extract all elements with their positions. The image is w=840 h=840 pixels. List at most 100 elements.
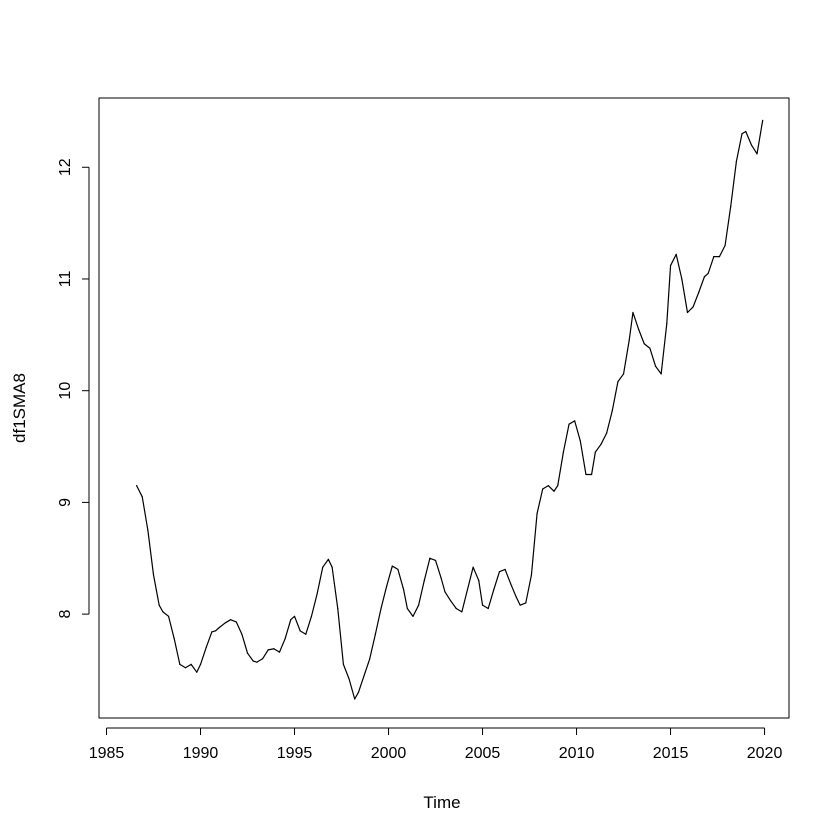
y-axis: 8 9 10 11 12 (57, 158, 90, 619)
data-point (167, 615, 170, 617)
data-point (557, 485, 559, 487)
data-point (230, 619, 232, 621)
x-tick-label: 2005 (465, 745, 501, 762)
data-point (628, 339, 630, 342)
data-point (440, 577, 442, 579)
data-point (660, 373, 662, 375)
y-tick-label: 8 (57, 610, 74, 619)
data-point (158, 604, 160, 606)
data-point (762, 119, 764, 121)
y-tick-label: 11 (57, 271, 74, 288)
data-point (293, 615, 296, 617)
data-point (553, 490, 555, 492)
data-point (205, 647, 207, 649)
data-point (493, 588, 495, 591)
data-point (246, 652, 249, 654)
data-point (632, 311, 634, 314)
data-point (741, 133, 743, 135)
data-point (380, 607, 382, 610)
data-point (724, 244, 726, 247)
data-point (590, 473, 593, 476)
y-tick-label: 9 (57, 498, 74, 507)
data-point (402, 588, 405, 591)
data-point (214, 630, 217, 632)
y-tick-label: 10 (57, 382, 74, 400)
data-point (649, 347, 651, 349)
data-point (692, 306, 694, 308)
x-tick-label: 1985 (89, 745, 125, 762)
plot-frame (98, 97, 790, 719)
data-point (487, 607, 489, 610)
data-point (261, 658, 264, 660)
data-point (136, 485, 138, 487)
data-point (472, 566, 474, 568)
x-tick-label: 2000 (371, 745, 407, 762)
data-point (455, 607, 457, 610)
data-point (686, 311, 689, 314)
data-point (568, 423, 570, 425)
data-point (504, 568, 506, 571)
data-point (374, 633, 376, 635)
data-point (162, 611, 164, 613)
data-point (637, 328, 640, 330)
data-point (600, 443, 602, 445)
data-point (354, 698, 356, 700)
data-point (519, 604, 521, 606)
data-point (305, 633, 307, 635)
data-point (397, 568, 399, 571)
data-point (478, 579, 480, 582)
data-point (669, 264, 672, 267)
data-point (611, 410, 613, 412)
data-point (444, 591, 446, 593)
data-point (284, 638, 286, 640)
data-point (666, 323, 668, 325)
x-tick-label: 2015 (653, 745, 689, 762)
x-tick-label: 2020 (747, 745, 783, 762)
data-point (675, 253, 677, 255)
data-point (152, 574, 155, 576)
data-point (498, 571, 501, 573)
data-point (510, 583, 512, 585)
data-point (256, 661, 258, 663)
data-point (418, 604, 420, 606)
data-point (466, 588, 469, 591)
data-point (461, 611, 463, 613)
data-point (730, 205, 732, 207)
data-point (391, 565, 393, 567)
data-point (363, 674, 365, 677)
data-point (290, 619, 292, 621)
data-point (735, 161, 737, 163)
y-axis-label: df1SMA8 (10, 373, 29, 443)
data-point (316, 593, 318, 595)
data-point (327, 558, 329, 560)
data-point (707, 272, 709, 274)
data-point (756, 153, 758, 155)
data-point (357, 691, 360, 693)
x-axis: 1985 1990 1995 2000 2005 2010 2015 2020 (89, 727, 783, 762)
data-point (530, 574, 533, 576)
data-point (449, 600, 452, 602)
data-point (173, 638, 175, 640)
data-point (278, 651, 281, 653)
data-point (698, 291, 700, 293)
y-tick-label: 12 (57, 158, 74, 176)
data-point (617, 381, 619, 383)
data-point (579, 440, 581, 442)
data-point (179, 663, 181, 665)
data-point (235, 621, 237, 623)
data-point (386, 585, 388, 587)
data-point (224, 622, 226, 624)
data-point (713, 256, 715, 258)
data-point (331, 566, 333, 568)
data-point (406, 607, 408, 610)
data-point (218, 626, 220, 629)
data-point (536, 512, 538, 515)
data-points (136, 119, 764, 700)
data-point (211, 631, 213, 633)
data-point (310, 615, 313, 617)
data-point (241, 633, 243, 635)
data-point (348, 678, 350, 680)
data-point (606, 432, 608, 434)
